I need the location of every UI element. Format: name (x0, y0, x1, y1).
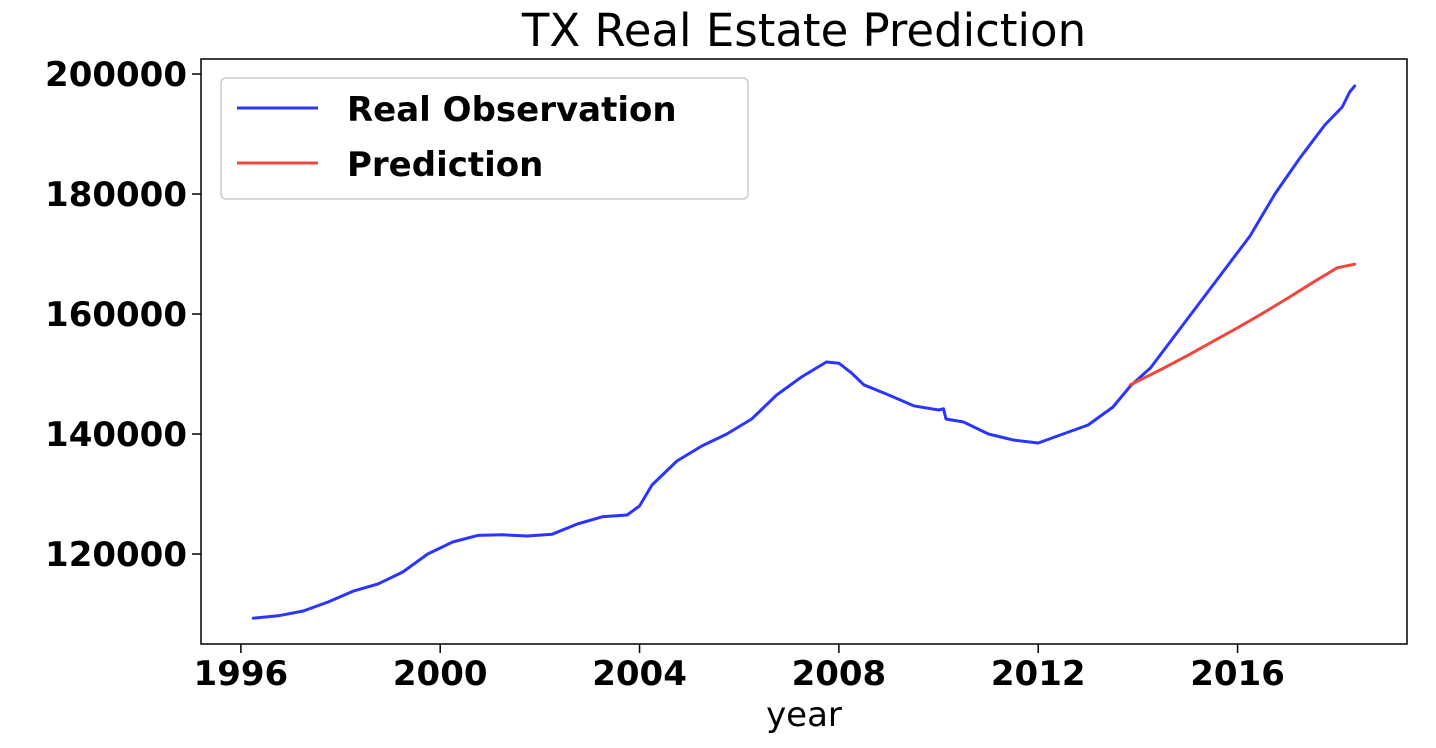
y-tick-label: 140000 (45, 415, 187, 455)
y-axis: 120000 140000 160000 180000 200000 (45, 55, 201, 575)
legend: Real Observation Prediction (220, 77, 749, 200)
y-tick-label: 200000 (45, 55, 187, 95)
x-axis: 1996 2000 2004 2008 2012 2016 (194, 644, 1285, 694)
x-axis-label: year (766, 695, 842, 735)
legend-label-prediction: Prediction (347, 145, 543, 185)
y-tick-label: 120000 (45, 535, 187, 575)
x-tick-label: 2016 (1190, 654, 1285, 694)
chart-title: TX Real Estate Prediction (521, 4, 1086, 57)
y-tick-label: 180000 (45, 175, 187, 215)
legend-label-real-observation: Real Observation (347, 90, 677, 130)
x-tick-label: 2004 (592, 654, 687, 694)
x-tick-label: 1996 (194, 654, 289, 694)
x-tick-label: 2000 (393, 654, 488, 694)
series-line-prediction (1128, 262, 1357, 387)
legend-box (220, 77, 749, 200)
plot-frame (200, 58, 1408, 645)
y-tick-label: 160000 (45, 295, 187, 335)
x-tick-label: 2008 (792, 654, 887, 694)
plot-lines (251, 84, 1357, 620)
x-tick-label: 2012 (991, 654, 1086, 694)
series-line-real-observation (251, 84, 1357, 620)
